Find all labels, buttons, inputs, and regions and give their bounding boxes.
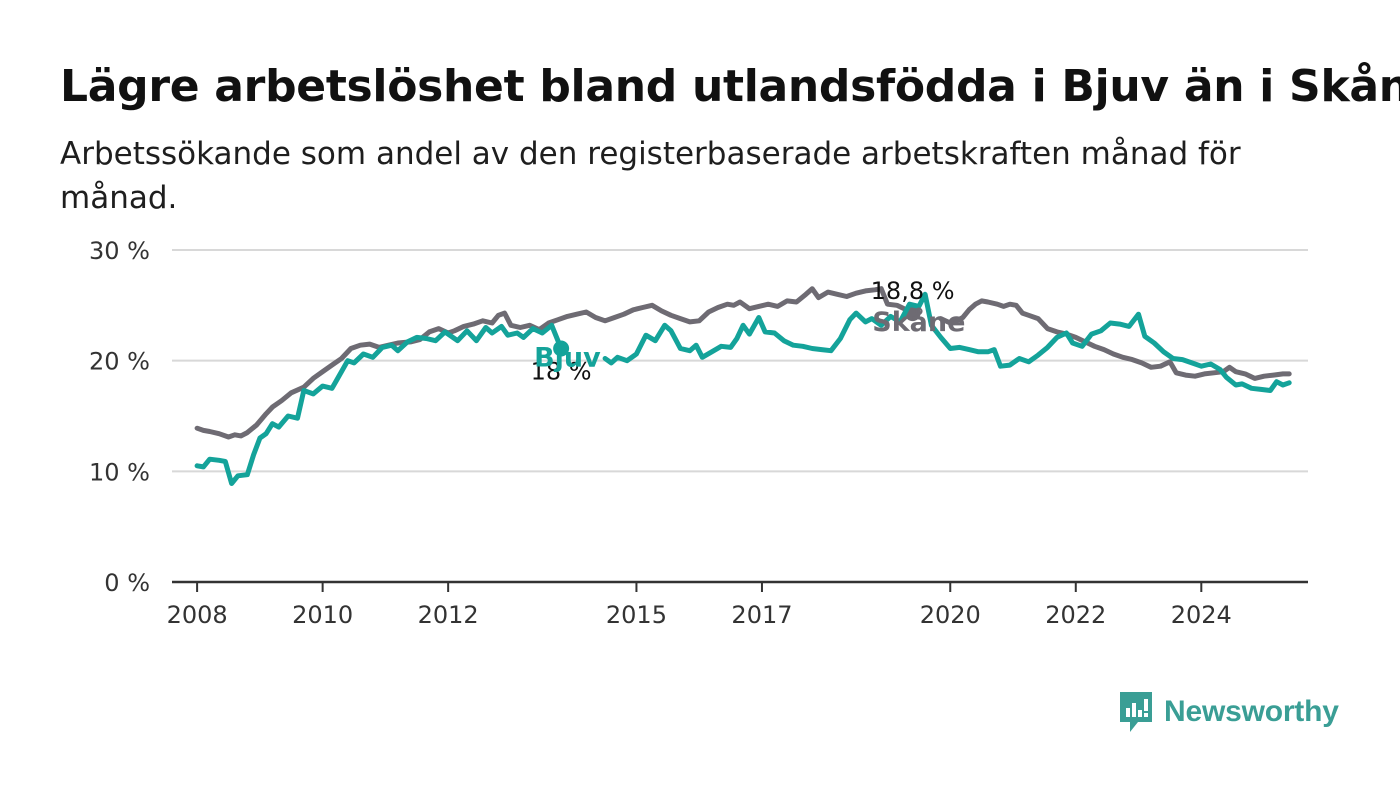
y-tick-label: 20 %: [89, 348, 150, 376]
series-line-bjuv: [194, 322, 564, 486]
series-label-bjuv: Bjuv: [534, 342, 601, 373]
x-tick-label: 2010: [292, 601, 353, 629]
newsworthy-brand: Newsworthy: [1118, 690, 1339, 734]
series-line-skåne: [938, 298, 1292, 381]
series-lines: [194, 286, 1292, 486]
series-line-bjuv: [602, 291, 1292, 393]
x-tick-label: 2020: [920, 601, 981, 629]
y-tick-label: 0 %: [104, 569, 150, 597]
y-gridlines: [172, 249, 1308, 473]
x-tick-label: 2008: [167, 601, 228, 629]
x-tick-label: 2022: [1045, 601, 1106, 629]
end-label-bjuv: 18 %: [531, 357, 592, 385]
series-label-skåne: Skåne: [872, 306, 965, 338]
series-labels: 18,8 % 18 % Skåne Bjuv: [531, 277, 966, 385]
end-point-bjuv: [553, 340, 570, 357]
brand-name: Newsworthy: [1164, 695, 1339, 728]
x-tick-label: 2017: [731, 601, 792, 629]
x-tick-label: 2015: [606, 601, 667, 629]
series-line-skåne: [194, 286, 916, 440]
y-tick-label: 30 %: [89, 237, 150, 265]
chart-title: Lägre arbetslöshet bland utlandsfödda i …: [60, 61, 1400, 112]
chart-subtitle: Arbetssökande som andel av den registerb…: [60, 136, 1241, 216]
newsworthy-logo-icon: [1120, 692, 1152, 732]
y-tick-label: 10 %: [89, 458, 150, 486]
end-label-skåne: 18,8 %: [871, 277, 955, 305]
y-axis-tick-labels: 0 % 10 % 20 % 30 %: [89, 237, 150, 597]
x-tick-label: 2012: [418, 601, 479, 629]
x-axis: 2008 2010 2012 2015 2017 2020 2022 2024: [167, 580, 1308, 629]
x-tick-label: 2024: [1171, 601, 1232, 629]
